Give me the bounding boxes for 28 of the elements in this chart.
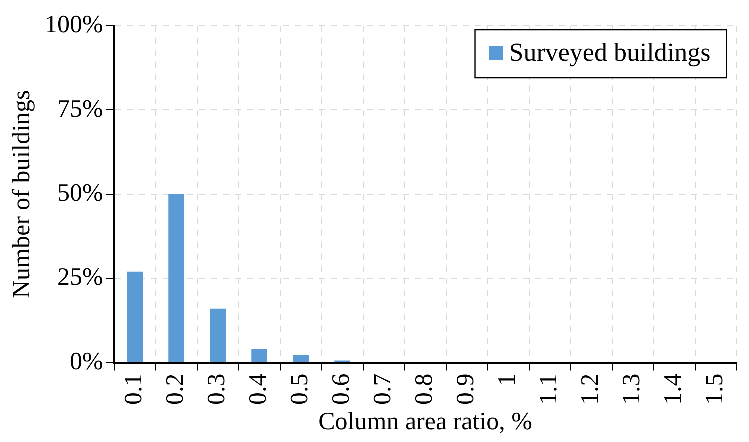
- x-tick-label: 0.6: [328, 374, 356, 405]
- y-tick-label: 100%: [44, 12, 104, 39]
- x-tick-label: 0.2: [162, 374, 190, 405]
- x-tick-label: 0.5: [286, 374, 314, 405]
- x-tick-label: 0.4: [245, 373, 272, 405]
- x-tick-label: 1.1: [536, 374, 563, 405]
- y-tick-label: 75%: [57, 96, 104, 123]
- x-tick-label: 1.4: [660, 373, 688, 405]
- bar: [252, 349, 268, 362]
- bar: [210, 308, 226, 362]
- x-tick-label: 0.1: [120, 374, 148, 405]
- y-axis-title: Number of buildings: [8, 90, 36, 299]
- bar: [127, 272, 144, 362]
- x-tick-label: 1.3: [618, 374, 646, 405]
- y-tick-label: 50%: [57, 180, 104, 207]
- x-tick-label: 1.2: [577, 374, 604, 405]
- x-tick-label: 0.9: [452, 374, 480, 405]
- bar: [293, 355, 309, 362]
- y-tick-label: 0%: [70, 348, 104, 376]
- y-tick-label: 25%: [57, 264, 104, 292]
- legend-label: Surveyed buildings: [509, 38, 711, 67]
- bar: [168, 194, 185, 362]
- x-axis-title: Column area ratio, %: [318, 408, 532, 436]
- x-tick-label: 1: [494, 374, 522, 386]
- x-tick-label: 1.5: [702, 374, 729, 405]
- x-tick-label: 0.3: [204, 374, 231, 405]
- x-tick-label: 0.8: [411, 374, 438, 405]
- x-tick-label: 0.7: [370, 374, 397, 405]
